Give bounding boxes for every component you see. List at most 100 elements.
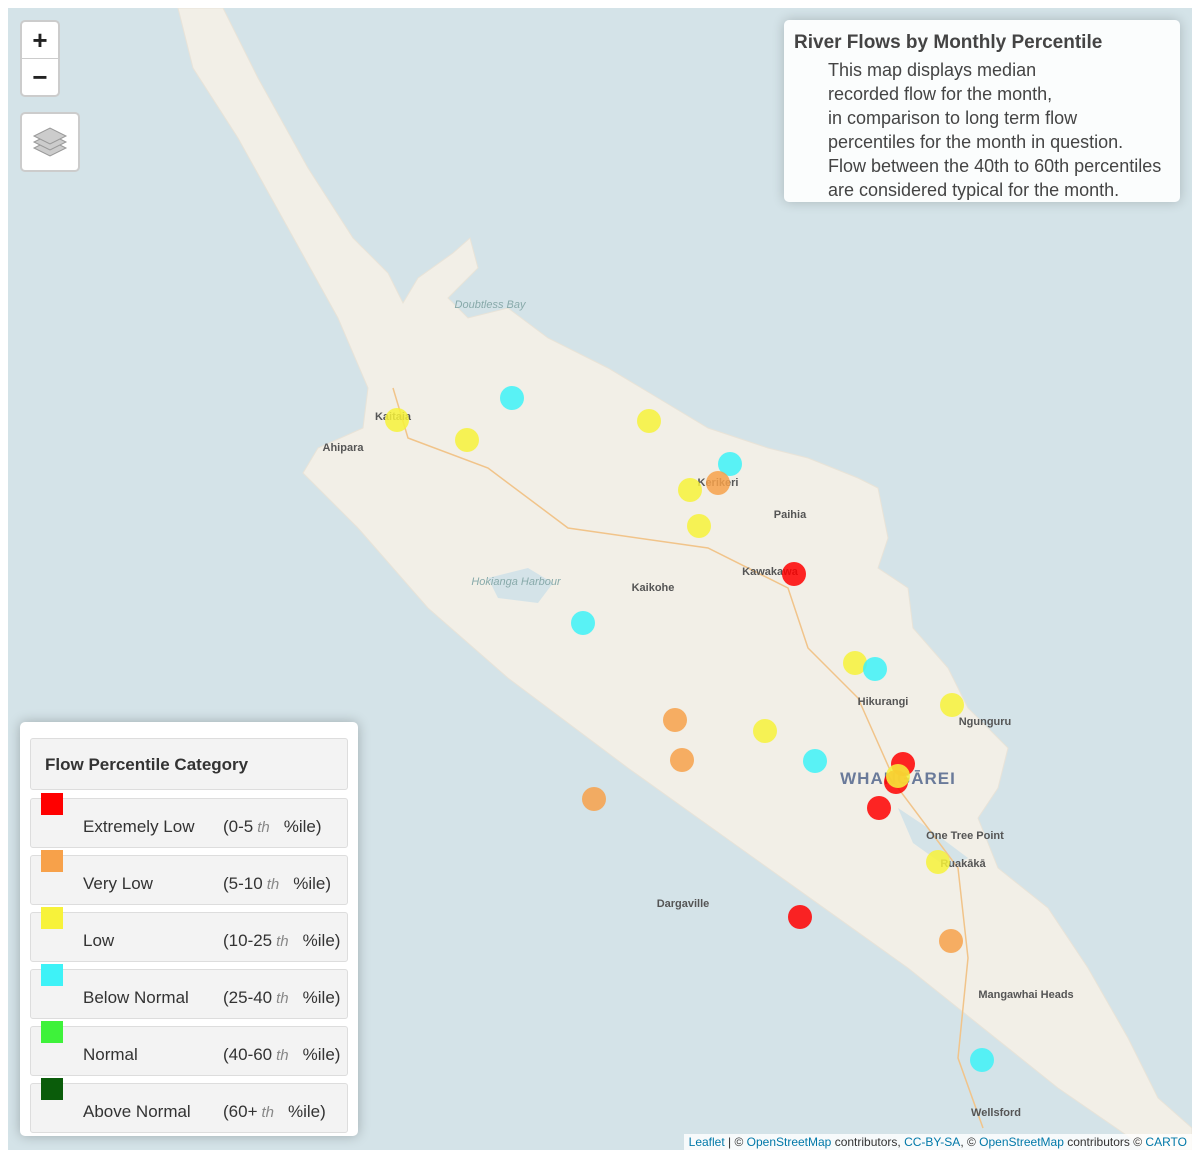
- attribution-text: , ©: [960, 1135, 980, 1149]
- legend-range-value: (60+: [223, 1102, 258, 1121]
- legend-range-value: (40-60: [223, 1045, 273, 1064]
- station-marker[interactable]: [926, 850, 950, 874]
- station-marker[interactable]: [455, 428, 479, 452]
- station-marker[interactable]: [788, 905, 812, 929]
- legend-range-suffix: th: [276, 1047, 289, 1064]
- place-label: Hikurangi: [858, 696, 909, 708]
- legend-range-value: (25-40: [223, 988, 273, 1007]
- legend-item: Above Normal (60+ th %ile): [30, 1078, 348, 1133]
- place-label: Ahipara: [323, 442, 365, 454]
- attribution-link[interactable]: CC-BY-SA: [904, 1135, 961, 1149]
- legend-item: Very Low (5-10 th %ile): [30, 850, 348, 905]
- zoom-control: + −: [20, 20, 60, 97]
- place-label: Mangawhai Heads: [978, 989, 1073, 1001]
- info-title: River Flows by Monthly Percentile: [794, 32, 1103, 53]
- station-marker[interactable]: [939, 929, 963, 953]
- legend-range-unit: %ile): [302, 988, 341, 1007]
- station-marker[interactable]: [753, 719, 777, 743]
- place-label: Hokianga Harbour: [471, 576, 562, 588]
- legend-range-suffix: th: [257, 819, 270, 836]
- station-marker[interactable]: [718, 452, 742, 476]
- attribution-link[interactable]: CARTO: [1145, 1135, 1187, 1149]
- info-line: percentiles for the month in question.: [828, 132, 1124, 152]
- legend-swatch: [41, 793, 63, 815]
- info-line: This map displays median: [828, 60, 1037, 80]
- harbour: [488, 568, 553, 603]
- place-label: Wellsford: [971, 1107, 1021, 1119]
- legend-range-unit: %ile): [302, 1045, 341, 1064]
- legend-range: (60+ th %ile): [223, 1102, 326, 1122]
- place-label: Dargaville: [657, 898, 710, 910]
- legend-swatch: [41, 964, 63, 986]
- station-marker[interactable]: [867, 796, 891, 820]
- legend-range: (25-40 th %ile): [223, 988, 340, 1008]
- legend-range-value: (10-25: [223, 931, 273, 950]
- station-marker[interactable]: [637, 409, 661, 433]
- place-label: One Tree Point: [926, 830, 1004, 842]
- legend-swatch: [41, 850, 63, 872]
- legend-range-unit: %ile): [293, 874, 331, 893]
- station-marker[interactable]: [940, 693, 964, 717]
- legend-swatch: [41, 1078, 63, 1100]
- legend-range-suffix: th: [261, 1104, 275, 1121]
- road: [392, 387, 984, 1129]
- legend-swatch: [41, 1021, 63, 1043]
- place-label: Ruakākā: [940, 858, 986, 870]
- legend-range-value: (0-5: [223, 817, 254, 836]
- layers-control[interactable]: [20, 112, 80, 172]
- place-label: Kaikohe: [632, 582, 675, 594]
- attribution-link[interactable]: OpenStreetMap: [979, 1135, 1064, 1149]
- info-line: are considered typical for the month.: [828, 180, 1120, 200]
- station-marker[interactable]: [678, 478, 702, 502]
- legend-label: Low: [83, 931, 115, 950]
- station-marker[interactable]: [385, 408, 409, 432]
- place-label: Ngunguru: [959, 716, 1012, 728]
- station-marker[interactable]: [863, 657, 887, 681]
- legend-range-suffix: th: [266, 876, 280, 893]
- attribution-link[interactable]: Leaflet: [688, 1135, 725, 1149]
- legend-item: Normal (40-60 th %ile): [30, 1021, 348, 1076]
- legend-label: Very Low: [83, 874, 153, 893]
- legend-range-suffix: th: [276, 933, 289, 950]
- legend-range: (10-25 th %ile): [223, 931, 340, 951]
- map[interactable]: Doubtless BayKaitaiaAhiparaKerikeriPaihi…: [8, 8, 1192, 1150]
- attribution-text: contributors,: [831, 1135, 905, 1149]
- legend-item: Extremely Low (0-5 th %ile): [30, 793, 348, 848]
- map-canvas: Doubtless BayKaitaiaAhiparaKerikeriPaihi…: [177, 8, 1192, 1150]
- legend-range-unit: %ile): [283, 817, 322, 836]
- attribution-text: contributors ©: [1063, 1135, 1146, 1149]
- station-marker[interactable]: [687, 514, 711, 538]
- station-marker[interactable]: [663, 708, 687, 732]
- station-marker[interactable]: [571, 611, 595, 635]
- info-line: Flow between the 40th to 60th percentile…: [828, 156, 1162, 176]
- station-marker[interactable]: [706, 471, 730, 495]
- station-marker[interactable]: [886, 764, 910, 788]
- legend-range-unit: %ile): [302, 931, 341, 950]
- legend-item: Low (10-25 th %ile): [30, 907, 348, 962]
- place-label: Doubtless Bay: [455, 299, 527, 311]
- zoom-out[interactable]: −: [32, 62, 48, 92]
- legend-label: Extremely Low: [83, 817, 195, 836]
- station-marker[interactable]: [582, 787, 606, 811]
- legend-range: (40-60 th %ile): [223, 1045, 340, 1065]
- station-marker[interactable]: [803, 749, 827, 773]
- legend-header: Flow Percentile Category: [30, 738, 348, 790]
- legend-label: Above Normal: [83, 1102, 191, 1121]
- legend-title: Flow Percentile Category: [45, 755, 249, 774]
- place-label: Paihia: [774, 509, 807, 521]
- zoom-in[interactable]: +: [22, 22, 58, 59]
- legend-label: Normal: [83, 1045, 138, 1064]
- legend-item: Below Normal (25-40 th %ile): [30, 964, 348, 1019]
- station-marker[interactable]: [782, 562, 806, 586]
- legend-range-unit: %ile): [288, 1102, 326, 1121]
- station-marker[interactable]: [970, 1048, 994, 1072]
- legend-range-value: (5-10: [223, 874, 263, 893]
- station-marker[interactable]: [670, 748, 694, 772]
- info-line: recorded flow for the month,: [828, 84, 1053, 104]
- station-marker[interactable]: [500, 386, 524, 410]
- legend-label: Below Normal: [83, 988, 189, 1007]
- attribution-link[interactable]: OpenStreetMap: [746, 1135, 832, 1149]
- station-marker[interactable]: [843, 651, 867, 675]
- legend: Flow Percentile Category Extremely Low (0…: [20, 722, 358, 1136]
